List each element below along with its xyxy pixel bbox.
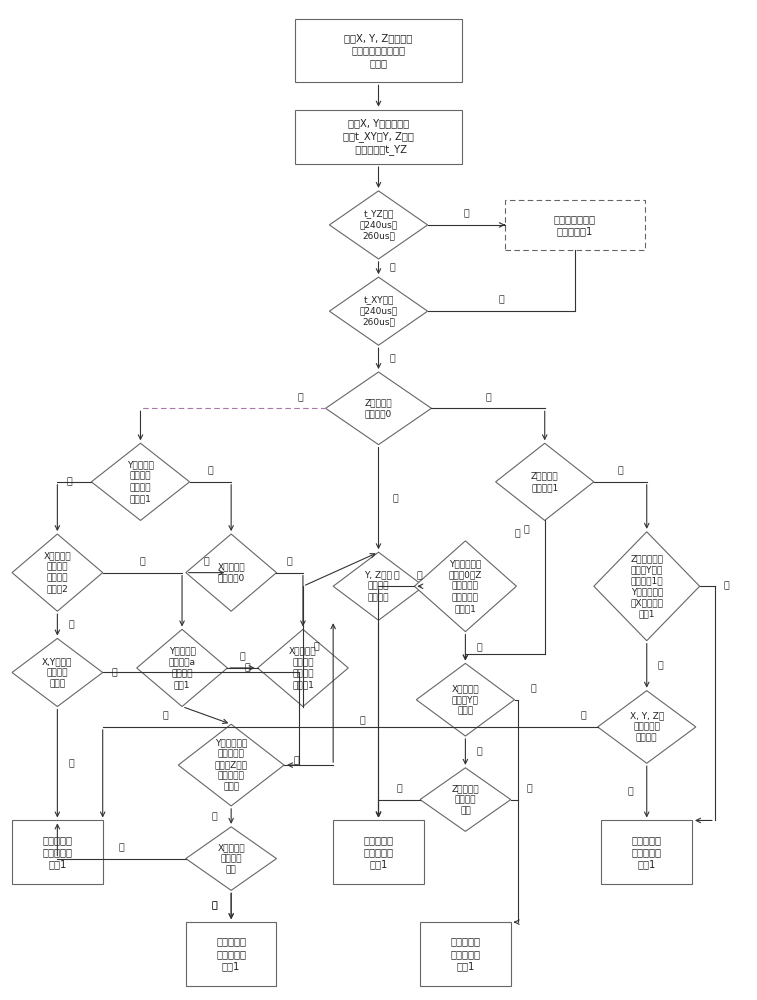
Text: 出现风暴报文，
风暴标志置1: 出现风暴报文， 风暴标志置1 (554, 214, 596, 236)
Text: 是: 是 (240, 653, 245, 662)
Polygon shape (329, 277, 428, 345)
Text: 是: 是 (389, 354, 395, 363)
Polygon shape (185, 534, 276, 611)
Text: 是: 是 (476, 747, 482, 756)
Text: 是: 是 (68, 620, 74, 629)
FancyBboxPatch shape (185, 922, 276, 986)
Text: 出现风暴报
文，风暴标
志置1: 出现风暴报 文，风暴标 志置1 (42, 835, 73, 870)
Polygon shape (12, 534, 103, 611)
Text: 是: 是 (389, 264, 395, 273)
Text: 是: 是 (313, 642, 319, 651)
Text: 否: 否 (359, 716, 365, 725)
Text: 否: 否 (245, 663, 250, 672)
Text: Y点采样序
号是否为
每秒采样
点数减1: Y点采样序 号是否为 每秒采样 点数减1 (127, 461, 154, 503)
Text: 是: 是 (67, 477, 73, 486)
FancyBboxPatch shape (333, 820, 424, 884)
Text: 否: 否 (531, 684, 536, 693)
Text: 否: 否 (463, 210, 469, 219)
Polygon shape (137, 629, 227, 707)
Text: 否: 否 (112, 668, 117, 677)
Polygon shape (326, 372, 431, 445)
Text: 是: 是 (658, 661, 663, 670)
Polygon shape (414, 541, 516, 632)
Text: X点是否为
失步且Y点
为同步: X点是否为 失步且Y点 为同步 (452, 684, 479, 715)
Text: X,Y两点同
步标志是
否相同: X,Y两点同 步标志是 否相同 (42, 657, 73, 688)
Polygon shape (333, 552, 424, 620)
Text: Y点采样同步
标志是否为
失步且Z点采
样同步标志
为同步: Y点采样同步 标志是否为 失步且Z点采 样同步标志 为同步 (215, 738, 248, 792)
Text: 否: 否 (212, 902, 217, 911)
Polygon shape (12, 638, 103, 707)
Text: 否: 否 (394, 571, 400, 580)
Text: 否: 否 (498, 296, 504, 305)
Text: Z点采样序
号是否为1: Z点采样序 号是否为1 (531, 472, 559, 492)
Text: 是: 是 (581, 712, 586, 721)
Text: 是: 是 (287, 557, 293, 566)
Text: Z点同步标
志是否为
同步: Z点同步标 志是否为 同步 (452, 784, 479, 815)
Polygon shape (496, 443, 593, 520)
Polygon shape (597, 691, 696, 763)
Polygon shape (257, 629, 348, 707)
Text: Y, Z两点
同步标志
是否相同: Y, Z两点 同步标志 是否相同 (365, 571, 392, 602)
FancyBboxPatch shape (601, 820, 692, 884)
Polygon shape (185, 827, 276, 890)
FancyBboxPatch shape (295, 19, 462, 82)
FancyBboxPatch shape (295, 110, 462, 164)
Text: 否: 否 (212, 902, 217, 911)
Text: 是: 是 (293, 756, 299, 765)
Text: 是: 是 (68, 759, 74, 768)
Text: t_XY是否
在240us和
260us间: t_XY是否 在240us和 260us间 (360, 296, 397, 327)
Text: 否: 否 (527, 784, 532, 793)
Text: 出现风暴报
文，风暴标
志置1: 出现风暴报 文，风暴标 志置1 (632, 835, 662, 870)
Polygon shape (178, 724, 284, 806)
Text: 出现风暴报
文，风暴标
志置1: 出现风暴报 文，风暴标 志置1 (217, 937, 246, 971)
Text: 是: 是 (416, 571, 422, 580)
Polygon shape (92, 443, 189, 520)
Polygon shape (420, 768, 511, 831)
Polygon shape (416, 663, 515, 736)
Text: 是: 是 (515, 530, 520, 539)
Polygon shape (593, 532, 699, 641)
Text: Z点采样序号
是否为Y点采
样序号加1且
Y点采样序号
为X点采样序
号加1: Z点采样序号 是否为Y点采 样序号加1且 Y点采样序号 为X点采样序 号加1 (631, 554, 663, 618)
Text: 否: 否 (163, 711, 169, 720)
Text: 是: 是 (524, 525, 530, 534)
FancyBboxPatch shape (505, 200, 645, 250)
FancyBboxPatch shape (12, 820, 103, 884)
Text: 出现风暴报
文，风暴标
志置1: 出现风暴报 文，风暴标 志置1 (363, 835, 394, 870)
Text: 否: 否 (139, 557, 145, 566)
Text: 是: 是 (298, 393, 303, 402)
Text: X点采样序
号是否为
每秒采样
点数减2: X点采样序 号是否为 每秒采样 点数减2 (44, 551, 71, 594)
Text: 否: 否 (212, 812, 217, 821)
Text: Z点采样序
号是否为0: Z点采样序 号是否为0 (365, 398, 392, 418)
Text: 否: 否 (724, 582, 730, 591)
Text: 是: 是 (119, 843, 124, 852)
Text: 否: 否 (485, 393, 491, 402)
FancyBboxPatch shape (420, 922, 511, 986)
Text: 是: 是 (476, 643, 482, 652)
Polygon shape (329, 191, 428, 259)
Text: X点采样序
号是否为
每秒采样
点数减1: X点采样序 号是否为 每秒采样 点数减1 (289, 647, 316, 689)
Text: t_YZ是否
在240us和
260us间: t_YZ是否 在240us和 260us间 (360, 209, 397, 241)
Text: 否: 否 (204, 557, 210, 566)
Text: 是: 是 (392, 494, 398, 503)
Text: X点采样序
号是否为0: X点采样序 号是否为0 (217, 563, 245, 583)
Text: Y点采样序号
是否为0且Z
点采样序号
为每秒采样
点数减1: Y点采样序号 是否为0且Z 点采样序号 为每秒采样 点数减1 (449, 560, 482, 613)
Text: 获取X, Y, Z三点采样
时刻、采样序号和同
步标志: 获取X, Y, Z三点采样 时刻、采样序号和同 步标志 (344, 33, 413, 68)
Text: X点同步标
志是否为
失步: X点同步标 志是否为 失步 (217, 843, 245, 874)
Text: X, Y, Z三
点同步标志
是否相同: X, Y, Z三 点同步标志 是否相同 (630, 711, 664, 743)
Text: 计算X, Y两点到达时
刻差t_XY和Y, Z两点
  到达时刻差t_YZ: 计算X, Y两点到达时 刻差t_XY和Y, Z两点 到达时刻差t_YZ (343, 119, 414, 155)
Text: Y点采样序
号是否为a
点采样序
号加1: Y点采样序 号是否为a 点采样序 号加1 (169, 647, 195, 689)
Text: 否: 否 (207, 466, 213, 475)
Text: 否: 否 (628, 787, 633, 796)
Text: 否: 否 (618, 466, 623, 475)
Text: 是: 是 (397, 784, 402, 793)
Text: 出现风暴报
文，风暴标
志置1: 出现风暴报 文，风暴标 志置1 (450, 937, 481, 971)
